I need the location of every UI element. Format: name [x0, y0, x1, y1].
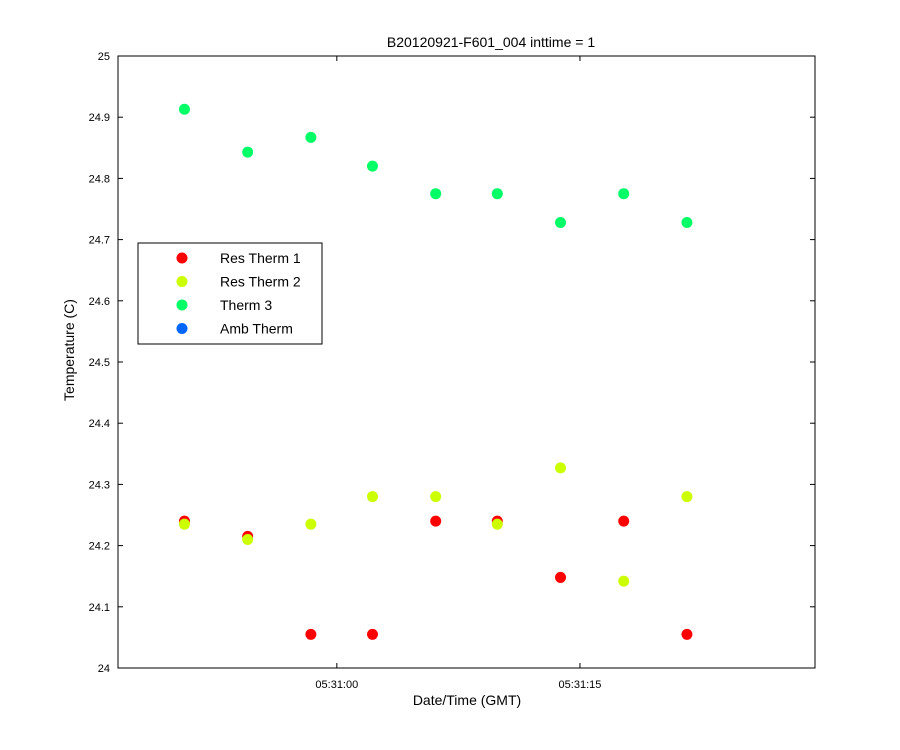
- data-point: [555, 462, 567, 474]
- data-point: [178, 103, 190, 115]
- legend: Res Therm 1 Res Therm 2 Therm 3 Amb Therm: [137, 242, 323, 345]
- plot-area: [117, 55, 816, 669]
- data-point: [681, 628, 693, 640]
- legend-marker: [176, 299, 188, 311]
- x-tick-label: 05:31:15: [559, 679, 602, 691]
- x-axis-label: Date/Time (GMT): [413, 692, 521, 708]
- y-tick-label: 24.9: [89, 112, 110, 124]
- data-point: [491, 518, 503, 530]
- x-axis: 05:31:00 05:31:15: [315, 56, 601, 691]
- data-point: [430, 188, 442, 200]
- data-point: [618, 188, 630, 200]
- data-point: [366, 160, 378, 172]
- y-tick-label: 24.6: [89, 296, 110, 308]
- y-tick-label: 24.1: [89, 602, 110, 614]
- y-axis-label: Temperature (C): [61, 299, 77, 401]
- data-point: [242, 146, 254, 158]
- y-tick-label: 24.5: [89, 357, 110, 369]
- data-point: [366, 628, 378, 640]
- data-point: [242, 533, 254, 545]
- legend-marker: [176, 276, 188, 287]
- y-tick-label: 24.8: [89, 173, 110, 185]
- data-point: [491, 188, 503, 200]
- legend-box: [137, 242, 323, 345]
- legend-label: Amb Therm: [220, 321, 293, 337]
- chart-title: B20120921-F601_004 inttime = 1: [387, 34, 595, 50]
- data-point: [305, 518, 317, 530]
- y-axis: 24 24.1 24.2 24.3 24.4 24.5 24.6 24.7 24.8 24.9 25: [89, 51, 815, 675]
- y-tick-label: 24: [98, 663, 110, 675]
- legend-label: Therm 3: [220, 297, 272, 313]
- y-tick-label: 24.7: [89, 235, 110, 247]
- legend-marker: [176, 323, 188, 334]
- data-point: [618, 515, 630, 527]
- data-point: [178, 518, 190, 530]
- y-tick-label: 25: [98, 51, 110, 63]
- data-point: [305, 628, 317, 640]
- x-tick-label: 05:31:00: [315, 679, 358, 691]
- data-point: [305, 131, 317, 143]
- y-tick-label: 24.4: [89, 418, 110, 430]
- data-point: [555, 571, 567, 583]
- legend-marker: [176, 252, 188, 264]
- data-point: [681, 216, 693, 228]
- data-point: [366, 491, 378, 503]
- data-point: [681, 491, 693, 503]
- data-point: [555, 216, 567, 228]
- y-tick-label: 24.3: [89, 479, 110, 491]
- data-points: [178, 103, 693, 640]
- data-point: [430, 491, 442, 503]
- y-tick-label: 24.2: [89, 541, 110, 553]
- legend-label: Res Therm 2: [220, 274, 301, 290]
- data-point: [618, 575, 630, 587]
- legend-label: Res Therm 1: [220, 250, 301, 266]
- data-point: [430, 515, 442, 527]
